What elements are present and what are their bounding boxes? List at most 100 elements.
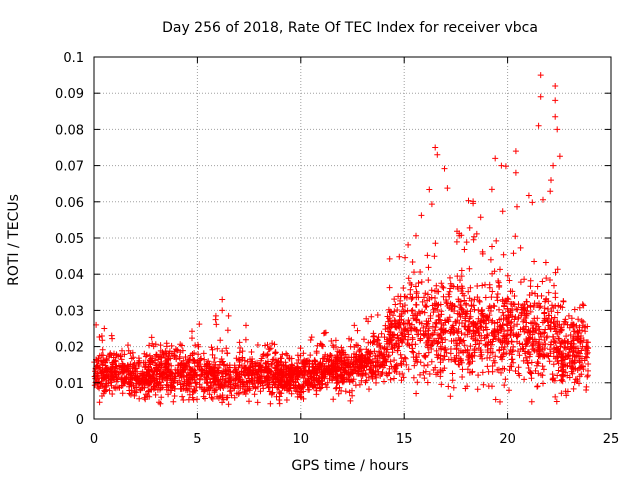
- data-point: [521, 301, 528, 308]
- data-point: [296, 383, 303, 390]
- data-point: [285, 386, 292, 393]
- data-point: [434, 151, 441, 158]
- data-point: [466, 369, 473, 376]
- data-point: [219, 358, 226, 365]
- data-point: [186, 385, 193, 392]
- data-point: [405, 275, 412, 282]
- data-point: [204, 387, 211, 394]
- data-point: [167, 369, 174, 375]
- data-point: [551, 338, 558, 345]
- data-point: [399, 332, 406, 339]
- data-point: [163, 350, 170, 357]
- data-point: [304, 380, 310, 387]
- data-point: [418, 320, 425, 327]
- data-point: [377, 344, 384, 351]
- data-point: [421, 362, 428, 369]
- data-point: [508, 318, 515, 325]
- data-point: [300, 381, 307, 388]
- y-tick-label: 0.01: [55, 377, 84, 392]
- data-point: [183, 372, 190, 379]
- data-point: [536, 351, 543, 358]
- data-point: [228, 392, 235, 399]
- data-point: [482, 312, 489, 319]
- data-point: [506, 367, 513, 374]
- data-point: [372, 355, 378, 362]
- data-point: [257, 388, 264, 395]
- data-point: [527, 334, 534, 341]
- data-point: [384, 372, 391, 379]
- data-point: [332, 385, 339, 392]
- data-point: [455, 361, 462, 368]
- data-point: [511, 323, 517, 329]
- data-point: [558, 390, 565, 397]
- data-point: [559, 357, 566, 364]
- data-point: [433, 282, 440, 289]
- data-point: [338, 371, 345, 378]
- data-point: [404, 340, 411, 347]
- data-point: [128, 370, 135, 377]
- data-point: [194, 358, 201, 365]
- data-point: [484, 331, 490, 338]
- y-tick-label: 0.04: [55, 268, 84, 283]
- data-point: [475, 307, 482, 314]
- data-point: [560, 321, 567, 327]
- data-point: [559, 372, 566, 379]
- data-point: [435, 352, 442, 359]
- data-point: [502, 297, 509, 304]
- data-point: [542, 341, 549, 347]
- data-point: [422, 368, 429, 375]
- data-point: [467, 284, 474, 291]
- data-point: [521, 348, 528, 355]
- data-point: [432, 305, 439, 312]
- data-point: [554, 266, 561, 273]
- data-point: [177, 341, 184, 348]
- data-point: [520, 306, 527, 313]
- data-point: [578, 347, 585, 354]
- data-point: [344, 362, 351, 369]
- data-point: [118, 374, 125, 381]
- data-point: [485, 383, 492, 390]
- data-point: [219, 359, 226, 366]
- data-point: [180, 366, 187, 373]
- data-point: [350, 369, 357, 376]
- data-point: [310, 384, 317, 391]
- data-point: [477, 347, 484, 353]
- chart-title: Day 256 of 2018, Rate Of TEC Index for r…: [162, 20, 538, 36]
- data-point: [549, 302, 555, 309]
- y-tick-label: 0: [76, 413, 84, 428]
- data-point: [300, 358, 307, 365]
- data-point: [574, 367, 581, 373]
- data-point: [536, 339, 543, 346]
- data-point: [421, 330, 427, 337]
- data-point: [328, 338, 335, 344]
- data-point: [487, 339, 494, 345]
- data-point: [430, 337, 437, 344]
- data-point: [233, 382, 239, 389]
- data-point: [550, 162, 557, 169]
- data-point: [119, 390, 126, 397]
- data-point: [384, 313, 391, 320]
- data-point: [487, 349, 494, 356]
- data-point: [492, 155, 499, 162]
- data-point: [118, 356, 125, 363]
- data-point: [527, 277, 534, 284]
- data-point: [411, 362, 418, 369]
- data-point: [458, 288, 465, 294]
- data-point: [388, 323, 395, 330]
- data-point: [386, 255, 393, 262]
- data-point: [246, 387, 253, 394]
- data-point: [456, 310, 463, 317]
- data-point: [509, 313, 516, 320]
- data-point: [504, 306, 511, 312]
- data-point: [395, 319, 402, 326]
- data-point: [223, 345, 230, 352]
- data-point: [576, 304, 583, 311]
- data-point: [514, 203, 520, 210]
- data-point: [456, 232, 463, 239]
- data-point: [388, 309, 395, 316]
- data-point: [95, 355, 102, 362]
- data-point: [112, 368, 119, 375]
- data-point: [480, 381, 487, 388]
- data-point: [443, 300, 450, 307]
- data-point: [206, 363, 213, 370]
